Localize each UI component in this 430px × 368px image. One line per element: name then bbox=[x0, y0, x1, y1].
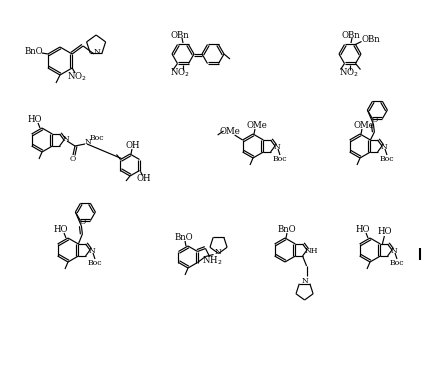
Text: N: N bbox=[85, 138, 91, 146]
Text: OH: OH bbox=[136, 174, 151, 183]
Text: Boc: Boc bbox=[380, 155, 394, 163]
Text: HO: HO bbox=[28, 116, 42, 124]
Text: NH: NH bbox=[304, 247, 318, 255]
Text: Boc: Boc bbox=[90, 134, 104, 142]
Text: Boc: Boc bbox=[390, 259, 404, 267]
Text: N: N bbox=[94, 48, 101, 56]
Text: BnO: BnO bbox=[175, 234, 194, 243]
Text: NO$_2$: NO$_2$ bbox=[67, 71, 87, 83]
Text: NH$_2$: NH$_2$ bbox=[202, 254, 223, 267]
Text: HO: HO bbox=[54, 226, 68, 234]
Text: OH: OH bbox=[126, 142, 140, 151]
Text: OBn: OBn bbox=[171, 31, 189, 39]
Text: HO: HO bbox=[377, 227, 392, 237]
Text: O: O bbox=[371, 116, 378, 124]
Text: N: N bbox=[390, 247, 397, 255]
Text: O: O bbox=[70, 155, 76, 163]
Text: N: N bbox=[273, 143, 280, 151]
Text: O: O bbox=[79, 218, 86, 226]
Text: N: N bbox=[301, 277, 308, 285]
Text: NO$_2$: NO$_2$ bbox=[170, 67, 190, 79]
Text: Boc: Boc bbox=[88, 259, 102, 267]
Text: OMe: OMe bbox=[219, 127, 240, 135]
Text: OBn: OBn bbox=[342, 31, 360, 39]
Text: HO: HO bbox=[356, 226, 370, 234]
Text: BnO: BnO bbox=[25, 46, 43, 56]
Text: BnO: BnO bbox=[278, 226, 296, 234]
Text: N: N bbox=[381, 143, 387, 151]
Text: N: N bbox=[63, 135, 69, 143]
Text: OMe: OMe bbox=[246, 120, 267, 130]
Text: N: N bbox=[89, 247, 95, 255]
Text: NO$_2$: NO$_2$ bbox=[339, 67, 359, 79]
Text: Boc: Boc bbox=[273, 155, 287, 163]
Text: OMe: OMe bbox=[353, 120, 375, 130]
Text: OBn: OBn bbox=[361, 35, 380, 44]
Text: N: N bbox=[214, 248, 221, 256]
